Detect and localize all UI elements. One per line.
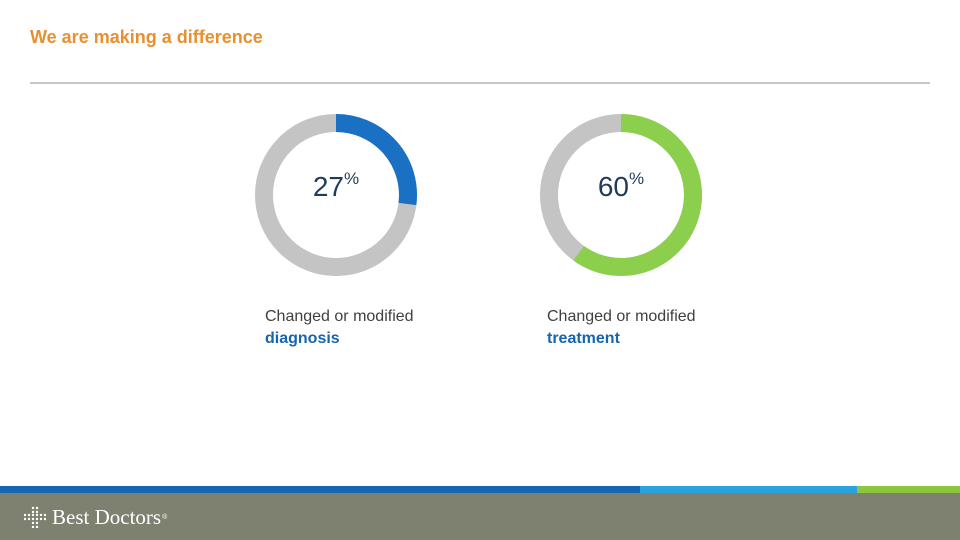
page-title: We are making a difference [30, 27, 263, 47]
caption-emphasis: treatment [547, 330, 620, 347]
footer-band-green [857, 486, 960, 493]
footer-band-lightblue [640, 486, 857, 493]
medical-cross-dots-icon [24, 506, 46, 528]
caption-text: Changed or modified [265, 308, 414, 325]
donut-value-label: 27 [313, 171, 344, 202]
footer-bar: Best Doctors ® [0, 493, 960, 540]
donut-unit-label: % [344, 169, 359, 188]
donut-value-arc [573, 114, 702, 276]
svg-text:60%: 60% [598, 169, 644, 202]
caption-text: Changed or modified [547, 308, 696, 325]
treatment-caption: Changed or modified treatment [547, 306, 696, 350]
donut-value-arc [335, 114, 417, 206]
registered-mark: ® [162, 513, 168, 521]
svg-text:27%: 27% [313, 169, 359, 202]
diagnosis-caption: Changed or modified diagnosis [265, 306, 414, 350]
donut-value-label: 60 [598, 171, 629, 202]
treatment-donut-chart: 60% [536, 110, 706, 280]
footer-band-blue [0, 486, 640, 493]
brand-name: Best Doctors [52, 504, 162, 529]
caption-emphasis: diagnosis [265, 330, 340, 347]
diagnosis-donut-chart: 27% [251, 110, 421, 280]
title-divider [30, 82, 930, 84]
donut-unit-label: % [629, 169, 644, 188]
brand-logo: Best Doctors ® [24, 505, 167, 529]
